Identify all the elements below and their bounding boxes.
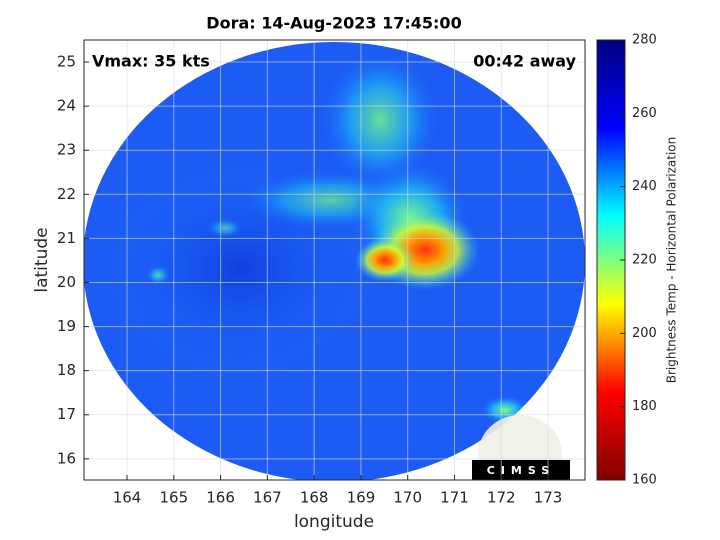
x-tick-label: 165 [159,489,188,507]
colorbar-tick-label: 220 [632,253,657,268]
colorbar-tick-label: 180 [632,399,657,414]
colorbar-tick-label: 280 [632,33,657,48]
colorbar-tick-label: 240 [632,179,657,194]
x-tick-label: 168 [300,489,329,507]
y-tick-label: 20 [57,273,76,291]
y-tick-label: 25 [57,53,76,71]
x-tick-label: 171 [440,489,469,507]
y-tick-label: 16 [57,449,76,467]
annotation: Vmax: 35 kts [92,52,210,71]
chart-title: Dora: 14-Aug-2023 17:45:00 [206,14,461,33]
y-tick-label: 17 [57,405,76,423]
colorbar-tick-label: 260 [632,106,657,121]
x-tick-label: 173 [534,489,563,507]
x-tick-label: 170 [393,489,422,507]
x-tick-label: 172 [487,489,516,507]
x-tick-label: 164 [113,489,142,507]
x-axis-label: longitude [294,512,374,532]
x-tick-label: 167 [253,489,282,507]
colorbar-label: Brightness Temp - Horizontal Polarizatio… [665,137,679,384]
y-tick-label: 22 [57,185,76,203]
y-tick-label: 24 [57,97,76,115]
annotation: 00:42 away [473,52,576,71]
y-tick-label: 19 [57,317,76,335]
y-tick-label: 21 [57,229,76,247]
swath-image: CIMSS [84,42,585,480]
x-tick-label: 166 [206,489,235,507]
plot-frame [83,39,586,481]
y-tick-label: 18 [57,361,76,379]
colorbar-tick-label: 160 [632,473,657,488]
logo-text: CIMSS [487,464,555,477]
y-axis-label: latitude [32,227,52,292]
colorbar-tick-label: 200 [632,326,657,341]
y-tick-label: 23 [57,141,76,159]
x-tick-label: 169 [347,489,376,507]
